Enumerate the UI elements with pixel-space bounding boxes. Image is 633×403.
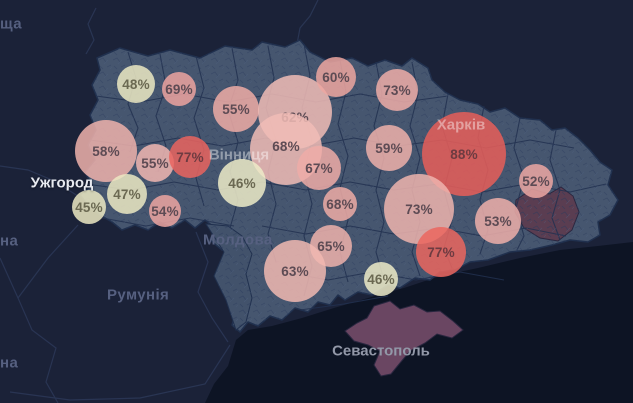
region-bubble-55[interactable]: 55% (136, 144, 174, 182)
region-bubble-69[interactable]: 69% (162, 72, 196, 106)
region-bubble-73[interactable]: 73% (376, 69, 418, 111)
region-bubble-45[interactable]: 45% (72, 190, 106, 224)
region-bubble-60[interactable]: 60% (316, 57, 356, 97)
region-bubble-46[interactable]: 46% (218, 159, 266, 207)
bubble-value: 47% (113, 186, 141, 202)
bubble-value: 77% (176, 149, 204, 165)
bubble-value: 46% (228, 175, 256, 191)
bubble-value: 73% (383, 82, 411, 98)
bubble-value: 68% (326, 196, 354, 212)
region-bubble-68[interactable]: 68% (323, 187, 357, 221)
region-bubble-52[interactable]: 52% (519, 164, 553, 198)
region-bubble-53[interactable]: 53% (475, 198, 521, 244)
bubble-value: 53% (484, 213, 512, 229)
bubble-value: 67% (305, 160, 333, 176)
district-texture (80, 40, 618, 332)
bubble-value: 55% (222, 101, 250, 117)
region-bubble-47[interactable]: 47% (107, 174, 147, 214)
neighbor-borders (0, 0, 319, 403)
region-bubble-77[interactable]: 77% (416, 227, 466, 277)
bubble-value: 63% (281, 263, 309, 279)
bubble-value: 60% (322, 69, 350, 85)
region-bubble-46[interactable]: 46% (364, 262, 398, 296)
region-bubble-58[interactable]: 58% (75, 120, 137, 182)
bubble-value: 59% (375, 140, 403, 156)
bubble-value: 54% (151, 203, 179, 219)
bubble-value: 45% (75, 199, 103, 215)
bubble-value: 48% (122, 76, 150, 92)
region-bubble-55[interactable]: 55% (213, 86, 259, 132)
region-bubble-48[interactable]: 48% (117, 65, 155, 103)
crimea-region (344, 300, 464, 377)
bubble-value: 73% (405, 201, 433, 217)
bubble-value: 69% (165, 81, 193, 97)
bubble-value: 58% (92, 143, 120, 159)
bubble-value: 77% (427, 244, 455, 260)
bubble-value: 88% (450, 146, 478, 162)
bubble-value: 46% (367, 271, 395, 287)
region-bubble-59[interactable]: 59% (366, 125, 412, 171)
region-bubble-54[interactable]: 54% (149, 195, 181, 227)
bubble-value: 55% (141, 155, 169, 171)
region-bubble-77[interactable]: 77% (169, 136, 211, 178)
region-bubble-67[interactable]: 67% (297, 146, 341, 190)
bubble-value: 65% (317, 238, 345, 254)
region-bubble-63[interactable]: 63% (264, 240, 326, 302)
bubble-value: 68% (272, 138, 300, 154)
bubble-value: 52% (522, 173, 550, 189)
